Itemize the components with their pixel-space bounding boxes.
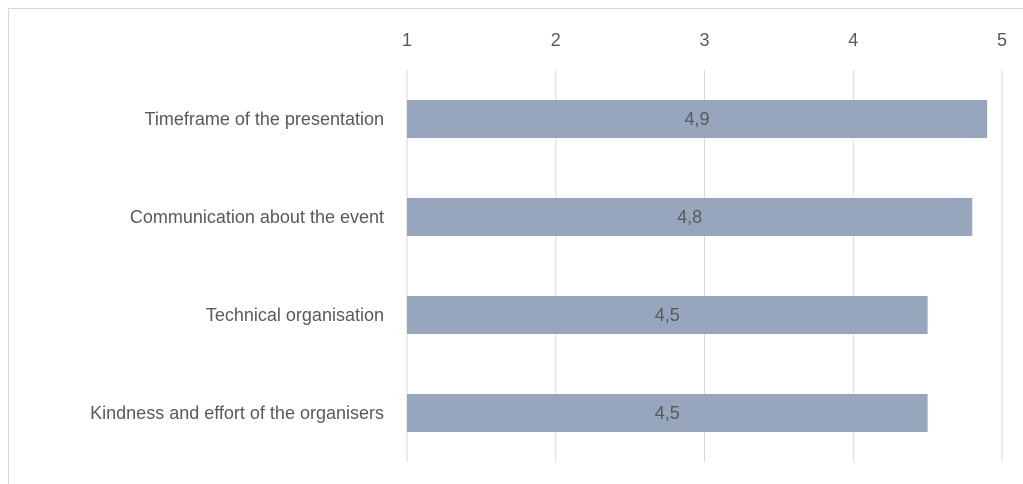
- y-tick-label: Technical organisation: [206, 305, 384, 325]
- bar: [407, 394, 928, 432]
- y-tick-label: Kindness and effort of the organisers: [90, 403, 384, 423]
- bar: [407, 296, 928, 334]
- chart-border: [8, 8, 1023, 484]
- x-tick-label: 3: [699, 30, 709, 50]
- data-label: 4,5: [655, 403, 680, 423]
- x-tick-label: 5: [997, 30, 1007, 50]
- y-tick-label: Timeframe of the presentation: [145, 109, 384, 129]
- data-label: 4,5: [655, 305, 680, 325]
- bar: [407, 198, 973, 236]
- x-tick-label: 2: [551, 30, 561, 50]
- x-tick-label: 4: [848, 30, 858, 50]
- data-label: 4,8: [677, 207, 702, 227]
- y-tick-label: Communication about the event: [130, 207, 384, 227]
- data-label: 4,9: [685, 109, 710, 129]
- x-tick-label: 1: [402, 30, 412, 50]
- bar: [407, 100, 988, 138]
